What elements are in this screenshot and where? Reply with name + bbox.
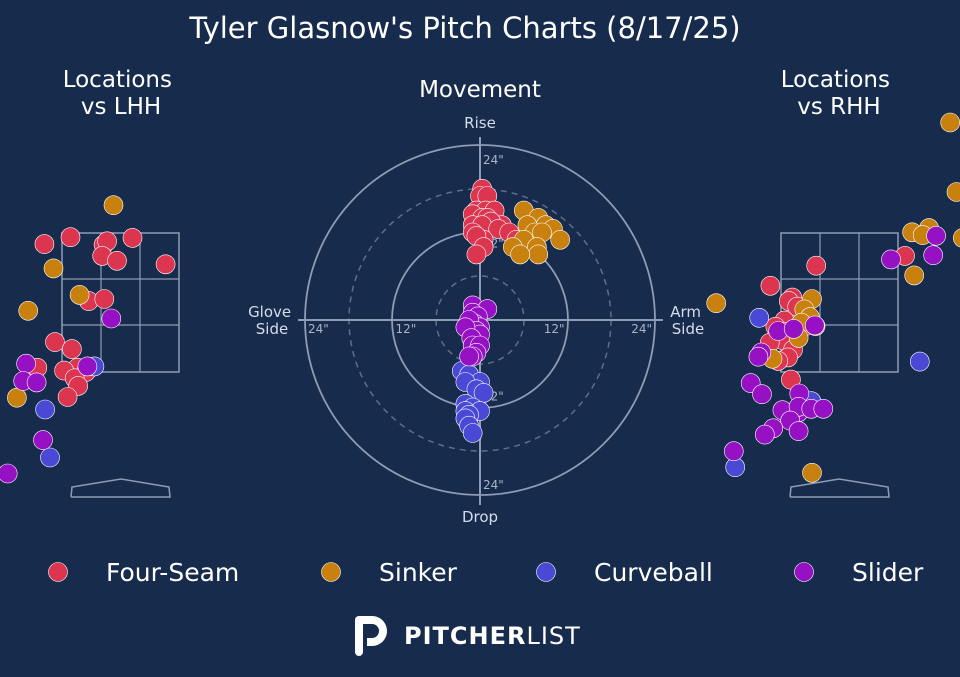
lhh-panel-title: Locations vs LHH [63, 67, 180, 120]
rhh-sinker-point [802, 462, 822, 483]
figure-title: Tyler Glasnow's Pitch Charts (8/17/25) [188, 11, 740, 45]
pitcherlist-logo: PITCHERLIST [355, 616, 581, 656]
lhh-curveball-point [35, 399, 55, 420]
locations-vs-lhh-panel: Locations vs LHH [0, 67, 180, 498]
axis-label-drop: Drop [462, 508, 498, 526]
ring-label-right-12: 12" [544, 322, 565, 336]
pitcherlist-wordmark: PITCHERLIST [404, 622, 581, 650]
legend-label-sinker: Sinker [379, 558, 458, 587]
lhh-fourseam-point [122, 228, 143, 248]
movement-sinker-point [510, 244, 530, 265]
home-plate-rhh [789, 478, 890, 498]
lhh-fourseam-point [94, 289, 115, 309]
rhh-sinker-point [940, 112, 960, 133]
movement-panel: Movement Rise Drop Glove Side Arm Side 2… [248, 77, 706, 526]
rhh-sinker-point [946, 182, 960, 202]
rhh-slider-point [748, 346, 769, 367]
glove-side-line-1: Glove [248, 303, 291, 321]
rhh-curveball-point [909, 351, 930, 372]
locations-vs-rhh-panel: Locations vs RHH [706, 67, 960, 498]
pitcherlist-p-icon [355, 616, 387, 656]
rhh-slider-point [783, 319, 804, 339]
rhh-title-line-2: vs RHH [797, 94, 880, 120]
rhh-curveball-point [749, 307, 770, 328]
lhh-fourseam-point [107, 250, 127, 271]
rhh-sinker-point [904, 265, 925, 286]
legend-label-curveball: Curveball [594, 558, 713, 587]
strike-zone-lhh [61, 232, 180, 373]
lhh-curveball-point [40, 447, 60, 468]
wordmark-light: LIST [526, 622, 580, 650]
wordmark-bold: PITCHER [404, 622, 526, 650]
lhh-fourseam-point [34, 234, 55, 254]
arm-side-line-1: Arm [670, 303, 701, 321]
lhh-fourseam-point [155, 254, 176, 275]
pitch-type-legend: Four-Seam Sinker Curveball Slider [48, 558, 924, 587]
glove-side-line-2: Side [256, 320, 288, 338]
lhh-sinker-point [18, 300, 39, 321]
rhh-fourseam-point [760, 275, 781, 296]
legend-marker-slider [794, 562, 814, 582]
arm-side-line-2: Side [672, 320, 704, 338]
movement-panel-title: Movement [419, 77, 541, 103]
legend-marker-fourseam [48, 562, 68, 582]
legend-label-slider: Slider [852, 558, 924, 587]
movement-slider-point [459, 346, 479, 367]
rhh-sinker-point [706, 293, 727, 314]
home-plate-lhh [70, 478, 171, 498]
axis-label-arm-side: Arm Side [670, 303, 706, 338]
lhh-title-line-1: Locations [63, 67, 172, 93]
rhh-slider-point [788, 421, 809, 441]
rhh-slider-point [723, 441, 744, 462]
axis-label-glove-side: Glove Side [248, 303, 296, 338]
movement-fourseam-point [466, 244, 487, 265]
rhh-slider-point [813, 398, 834, 419]
lhh-sinker-point [43, 258, 64, 279]
lhh-pitch-points [0, 195, 176, 484]
movement-sinker-point [528, 244, 549, 265]
axis-label-rise: Rise [464, 114, 496, 132]
lhh-slider-point [77, 356, 98, 377]
rhh-title-line-1: Locations [781, 67, 890, 93]
lhh-fourseam-point [45, 332, 65, 352]
rhh-pitch-points [706, 112, 960, 483]
ring-label-bottom-24: 24" [483, 478, 504, 492]
rhh-slider-point [923, 245, 944, 265]
movement-curveball-point [462, 423, 483, 443]
lhh-slider-point [16, 353, 36, 374]
lhh-slider-point [101, 308, 122, 329]
ring-label-left-12: 12" [396, 322, 417, 336]
lhh-slider-point [0, 463, 18, 484]
lhh-slider-point [26, 372, 47, 393]
lhh-sinker-point [69, 285, 90, 305]
rhh-slider-point [752, 384, 772, 405]
rhh-slider-point [881, 249, 901, 270]
movement-pitch-points [451, 179, 571, 443]
ring-label-right-24: 24" [631, 322, 652, 336]
rhh-fourseam-point [806, 255, 827, 276]
rhh-slider-point [926, 226, 946, 246]
legend-marker-sinker [321, 562, 341, 582]
rhh-slider-point [754, 424, 775, 445]
rhh-panel-title: Locations vs RHH [781, 67, 898, 120]
movement-sinker-point [550, 230, 571, 250]
lhh-sinker-point [103, 195, 124, 215]
lhh-title-line-2: vs LHH [81, 94, 161, 120]
lhh-fourseam-point [60, 227, 81, 247]
ring-label-top-24: 24" [483, 153, 504, 167]
lhh-fourseam-point [62, 339, 82, 359]
rhh-slider-point [804, 315, 825, 336]
lhh-slider-point [33, 430, 53, 450]
lhh-sinker-point [7, 387, 27, 408]
legend-marker-curveball [536, 562, 556, 582]
lhh-fourseam-point [57, 387, 78, 407]
legend-label-fourseam: Four-Seam [106, 558, 239, 587]
ring-label-left-24: 24" [308, 322, 329, 336]
rhh-sinker-point [953, 228, 960, 248]
